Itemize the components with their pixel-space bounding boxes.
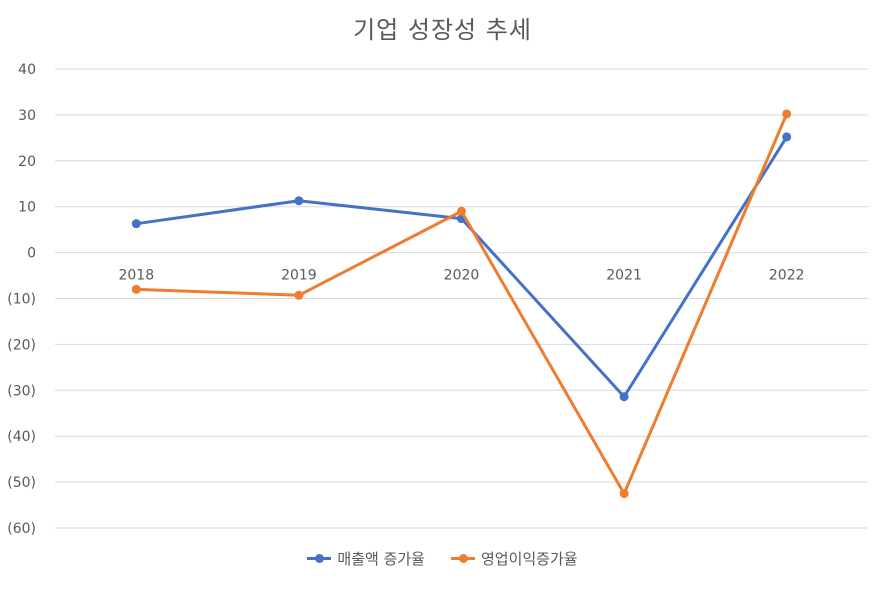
gridlines <box>55 68 868 529</box>
data-point <box>457 206 466 216</box>
y-tick-label: 30 <box>18 108 36 124</box>
series-1 <box>131 109 792 499</box>
data-point <box>619 489 629 499</box>
data-point <box>131 219 141 229</box>
legend-item-sales-growth: 매출액 증가율 <box>307 548 425 569</box>
x-tick-label: 2021 <box>606 268 642 284</box>
legend-label-sales-growth: 매출액 증가율 <box>337 550 425 568</box>
series-0 <box>131 132 792 402</box>
y-tick-label: (30) <box>7 383 36 399</box>
y-tick-label: (20) <box>7 337 36 353</box>
y-tick-label: 20 <box>18 154 36 170</box>
y-tick-label: 40 <box>18 62 36 78</box>
y-tick-label: (50) <box>7 475 36 491</box>
data-point <box>782 132 792 142</box>
data-point <box>782 109 792 119</box>
x-tick-label: 2018 <box>118 268 154 284</box>
legend-item-operating-profit-growth: 영업이익증가율 <box>450 548 578 569</box>
y-axis-ticks: 40 30 20 10 0 (10) (20) (30) (40) (50) (60) <box>7 62 36 537</box>
y-tick-label: (10) <box>7 292 36 308</box>
legend-swatch-operating-profit-growth <box>450 554 475 563</box>
data-point <box>294 196 304 206</box>
legend-label-operating-profit-growth: 영업이익증가율 <box>480 550 578 568</box>
series <box>131 109 792 499</box>
legend: 매출액 증가율 영업이익증가율 <box>0 548 885 569</box>
x-tick-label: 2022 <box>769 268 805 284</box>
x-tick-label: 2020 <box>444 268 480 284</box>
y-tick-label: (60) <box>7 521 36 537</box>
legend-swatch-sales-growth <box>307 554 332 563</box>
x-axis-ticks: 2018 2019 2020 2021 2022 <box>118 268 804 284</box>
data-point <box>131 284 141 294</box>
y-tick-label: 0 <box>27 246 36 262</box>
data-point <box>294 290 304 300</box>
y-tick-label: (40) <box>7 429 36 445</box>
data-point <box>619 392 629 402</box>
chart-title: 기업 성장성 추세 <box>353 16 532 44</box>
x-tick-label: 2019 <box>281 268 317 284</box>
y-tick-label: 10 <box>18 200 36 216</box>
